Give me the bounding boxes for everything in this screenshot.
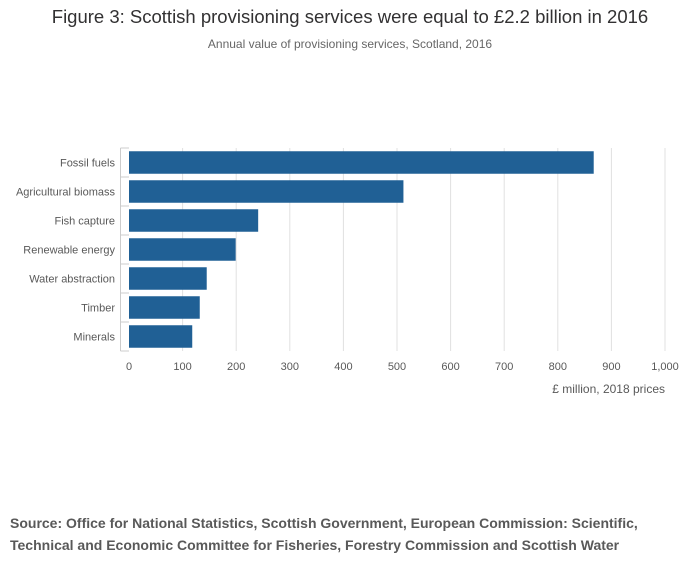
x-tick-label: 700 xyxy=(495,361,513,373)
chart-subtitle: Annual value of provisioning services, S… xyxy=(207,37,493,51)
bar xyxy=(129,267,207,290)
x-tick-label: 0 xyxy=(126,361,132,373)
bar xyxy=(129,325,193,348)
y-category-label: Water abstraction xyxy=(29,274,115,286)
x-tick-label: 400 xyxy=(334,361,352,373)
y-category-label: Timber xyxy=(81,303,115,315)
x-tick-label: 800 xyxy=(549,361,567,373)
x-tick-label: 500 xyxy=(388,361,406,373)
gridlines xyxy=(182,148,666,351)
x-tick-label: 300 xyxy=(281,361,299,373)
bar xyxy=(129,238,236,261)
axes xyxy=(120,147,129,352)
x-tick-label: 1,000 xyxy=(651,361,679,373)
y-category-label: Renewable energy xyxy=(23,245,115,257)
chart-title: Figure 3: Scottish provisioning services… xyxy=(51,6,649,27)
y-category-label: Minerals xyxy=(73,332,115,344)
bar xyxy=(129,209,259,232)
x-tick-label: 900 xyxy=(602,361,620,373)
bar xyxy=(129,151,594,174)
x-tick-label: 100 xyxy=(173,361,191,373)
bars xyxy=(129,151,594,348)
x-axis-title: £ million, 2018 prices xyxy=(552,382,665,396)
labels: 0 100 200 300 400 500 600 700 800 900 1,000 Fossil … xyxy=(16,158,679,397)
y-category-label: Fossil fuels xyxy=(60,158,116,170)
y-category-label: Fish capture xyxy=(54,216,115,228)
y-category-label: Agricultural biomass xyxy=(16,187,116,199)
x-tick-label: 200 xyxy=(227,361,245,373)
x-tick-label: 600 xyxy=(441,361,459,373)
bar xyxy=(129,180,404,203)
bar xyxy=(129,296,200,319)
source-note: Source: Office for National Statistics, … xyxy=(10,515,638,553)
